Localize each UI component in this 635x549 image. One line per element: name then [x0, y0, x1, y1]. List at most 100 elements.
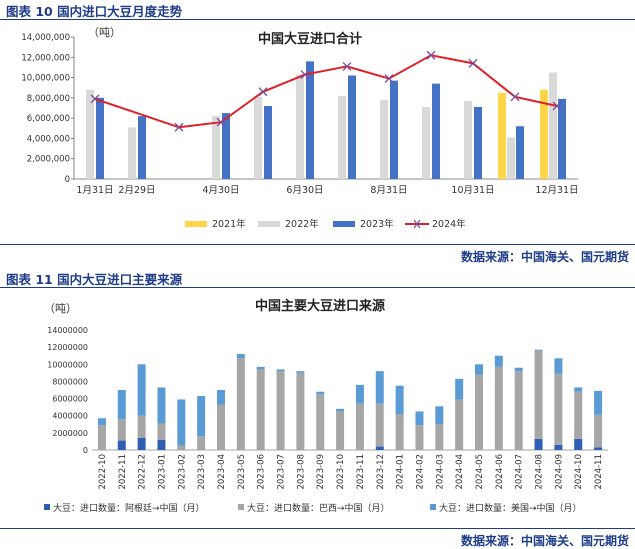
chart2-bar-segment	[137, 364, 146, 416]
chart1-legend-label: 2024年	[432, 218, 466, 230]
chart1-bar-2022年	[507, 137, 515, 179]
chart2-bar-segment	[435, 406, 444, 425]
chart2-bar-segment	[157, 387, 166, 424]
chart2-bar-segment	[117, 390, 126, 420]
chart2-bar-segment	[554, 373, 563, 445]
chart2-bar-segment	[594, 390, 603, 415]
chart1-line-point	[90, 94, 100, 104]
figure2-rule	[0, 528, 635, 529]
chart1-line-point	[258, 87, 268, 97]
chart2-bar-segment	[137, 438, 146, 450]
chart2-bar-segment	[355, 384, 364, 404]
chart2-x-tick-label: 2023-09	[316, 454, 326, 490]
chart2-x-tick-label: 2023-05	[237, 454, 247, 490]
chart1-bar-2023年	[390, 80, 398, 179]
chart2-bar-segment	[177, 445, 186, 450]
chart2-bar-segment	[137, 415, 146, 438]
chart1-y-tick-label: 14,000,000	[21, 33, 70, 43]
figure1-source: 数据来源：中国海关、国元期货	[460, 250, 629, 264]
chart2-x-tick-label: 2022-10	[98, 454, 108, 490]
chart2-legend: 大豆：进口数量：阿根廷→中国（月） 大豆：进口数量：巴西→中国（月） 大豆：进口数量…	[44, 502, 582, 514]
chart2-x-tick-label: 2024-04	[455, 454, 465, 490]
chart2-bar-segment	[375, 446, 384, 450]
chart2-bar-segment	[236, 358, 245, 450]
chart1-x-tick-label: 4月30日	[202, 185, 239, 196]
chart1-y-tick-label: 8,000,000	[27, 94, 70, 104]
figure2-source: 数据来源：中国海关、国元期货	[460, 534, 629, 548]
chart1-y-tick-label: 0	[65, 175, 70, 185]
chart2-bar-segment	[296, 371, 305, 373]
chart2-x-tick-label: 2022-12	[138, 454, 148, 490]
chart1-bar-2022年	[86, 89, 94, 179]
chart2-bar-segment	[256, 369, 265, 450]
chart2-axes: 0 2000000 4000000 6000000 8000000 10000000 120…	[47, 326, 608, 490]
chart2-legend-swatch	[238, 504, 244, 510]
chart2-bar-segment	[316, 391, 325, 395]
chart1-title: 中国大豆进口合计	[258, 31, 362, 47]
chart1-bar-2022年	[464, 100, 472, 179]
chart2-bar-segment	[355, 403, 364, 450]
chart2-y-tick-label: 2000000	[52, 429, 88, 438]
chart2-bar-segment	[514, 371, 523, 450]
chart2-x-tick-label: 2023-11	[356, 454, 366, 490]
chart2-bar-segment	[97, 425, 106, 450]
chart1-bar-2023年	[264, 105, 272, 179]
chart2-bar-segment	[494, 366, 503, 450]
chart2-bar-segment	[435, 424, 444, 450]
chart2-y-tick-label: 4000000	[52, 412, 88, 421]
chart1-bar-2022年	[296, 74, 304, 179]
chart2-bar-segment	[336, 411, 345, 450]
chart2-bar-segment	[217, 404, 225, 450]
chart2-bar-segment	[534, 349, 543, 351]
chart2-x-tick-label: 2023-08	[296, 454, 306, 490]
chart1-bar-2023年	[432, 83, 440, 179]
chart2-bar-segment	[455, 378, 464, 400]
chart2-bar-segment	[574, 438, 583, 450]
chart2-y-tick-label: 10000000	[47, 360, 88, 369]
chart1-legend-swatch	[258, 221, 280, 227]
chart1-line-point	[300, 70, 310, 79]
chart2-unit-label: （吨）	[44, 302, 77, 315]
chart2-bar-segment	[197, 436, 206, 450]
chart1-bar-2022年	[549, 72, 557, 179]
chart2-bar-segment	[395, 385, 404, 414]
chart1-x-tick-label: 2月29日	[118, 185, 155, 196]
chart1-line-point	[426, 50, 436, 60]
chart2-bar-segment	[475, 364, 483, 375]
chart2-bar-segment	[97, 418, 106, 426]
chart2-x-tick-label: 2023-07	[277, 454, 287, 490]
chart1-line-point	[342, 61, 352, 71]
chart2-bar-segment	[594, 414, 603, 448]
chart1-legend-swatch	[185, 221, 207, 227]
chart2-bar-segment	[375, 371, 384, 404]
chart2-legend-label: 大豆：进口数量：巴西→中国（月）	[247, 502, 390, 514]
chart2-bar-segment	[554, 444, 563, 450]
chart1-x-tick-label: 6月30日	[286, 185, 323, 196]
chart2-x-tick-label: 2024-11	[594, 454, 604, 490]
chart2-bar-segment	[475, 374, 483, 450]
chart2-bar-segment	[534, 438, 543, 450]
chart1-y-tick-label: 6,000,000	[27, 114, 70, 124]
chart2-x-tick-label: 2023-12	[376, 454, 386, 490]
chart2-x-tick-label: 2024-09	[554, 454, 564, 490]
chart1-line-point	[468, 58, 478, 68]
chart2-bar-segment	[316, 394, 325, 450]
chart2-x-tick-label: 2024-07	[515, 454, 525, 490]
chart1-line-point	[384, 74, 394, 84]
chart1-bar-2022年	[338, 95, 346, 179]
chart1-unit-label: （吨）	[88, 26, 121, 39]
chart1-bar-2023年	[558, 98, 566, 179]
chart2-x-tick-label: 2023-02	[177, 454, 187, 490]
chart2-bar-segment	[395, 414, 404, 450]
chart2-bar-segment	[554, 358, 563, 374]
chart1-y-tick-label: 4,000,000	[27, 134, 70, 144]
chart2-bar-segment	[455, 399, 464, 450]
chart2-bar-segment	[276, 371, 285, 450]
chart2-x-tick-label: 2024-08	[535, 454, 545, 490]
chart1-bar-2023年	[96, 97, 104, 179]
chart2-x-tick-label: 2023-10	[336, 454, 346, 490]
chart1-line-2024-path	[94, 54, 558, 129]
chart2-bar-segment	[375, 403, 384, 447]
chart1-bar-2023年	[516, 126, 524, 179]
chart2-x-tick-label: 2024-05	[475, 454, 485, 490]
